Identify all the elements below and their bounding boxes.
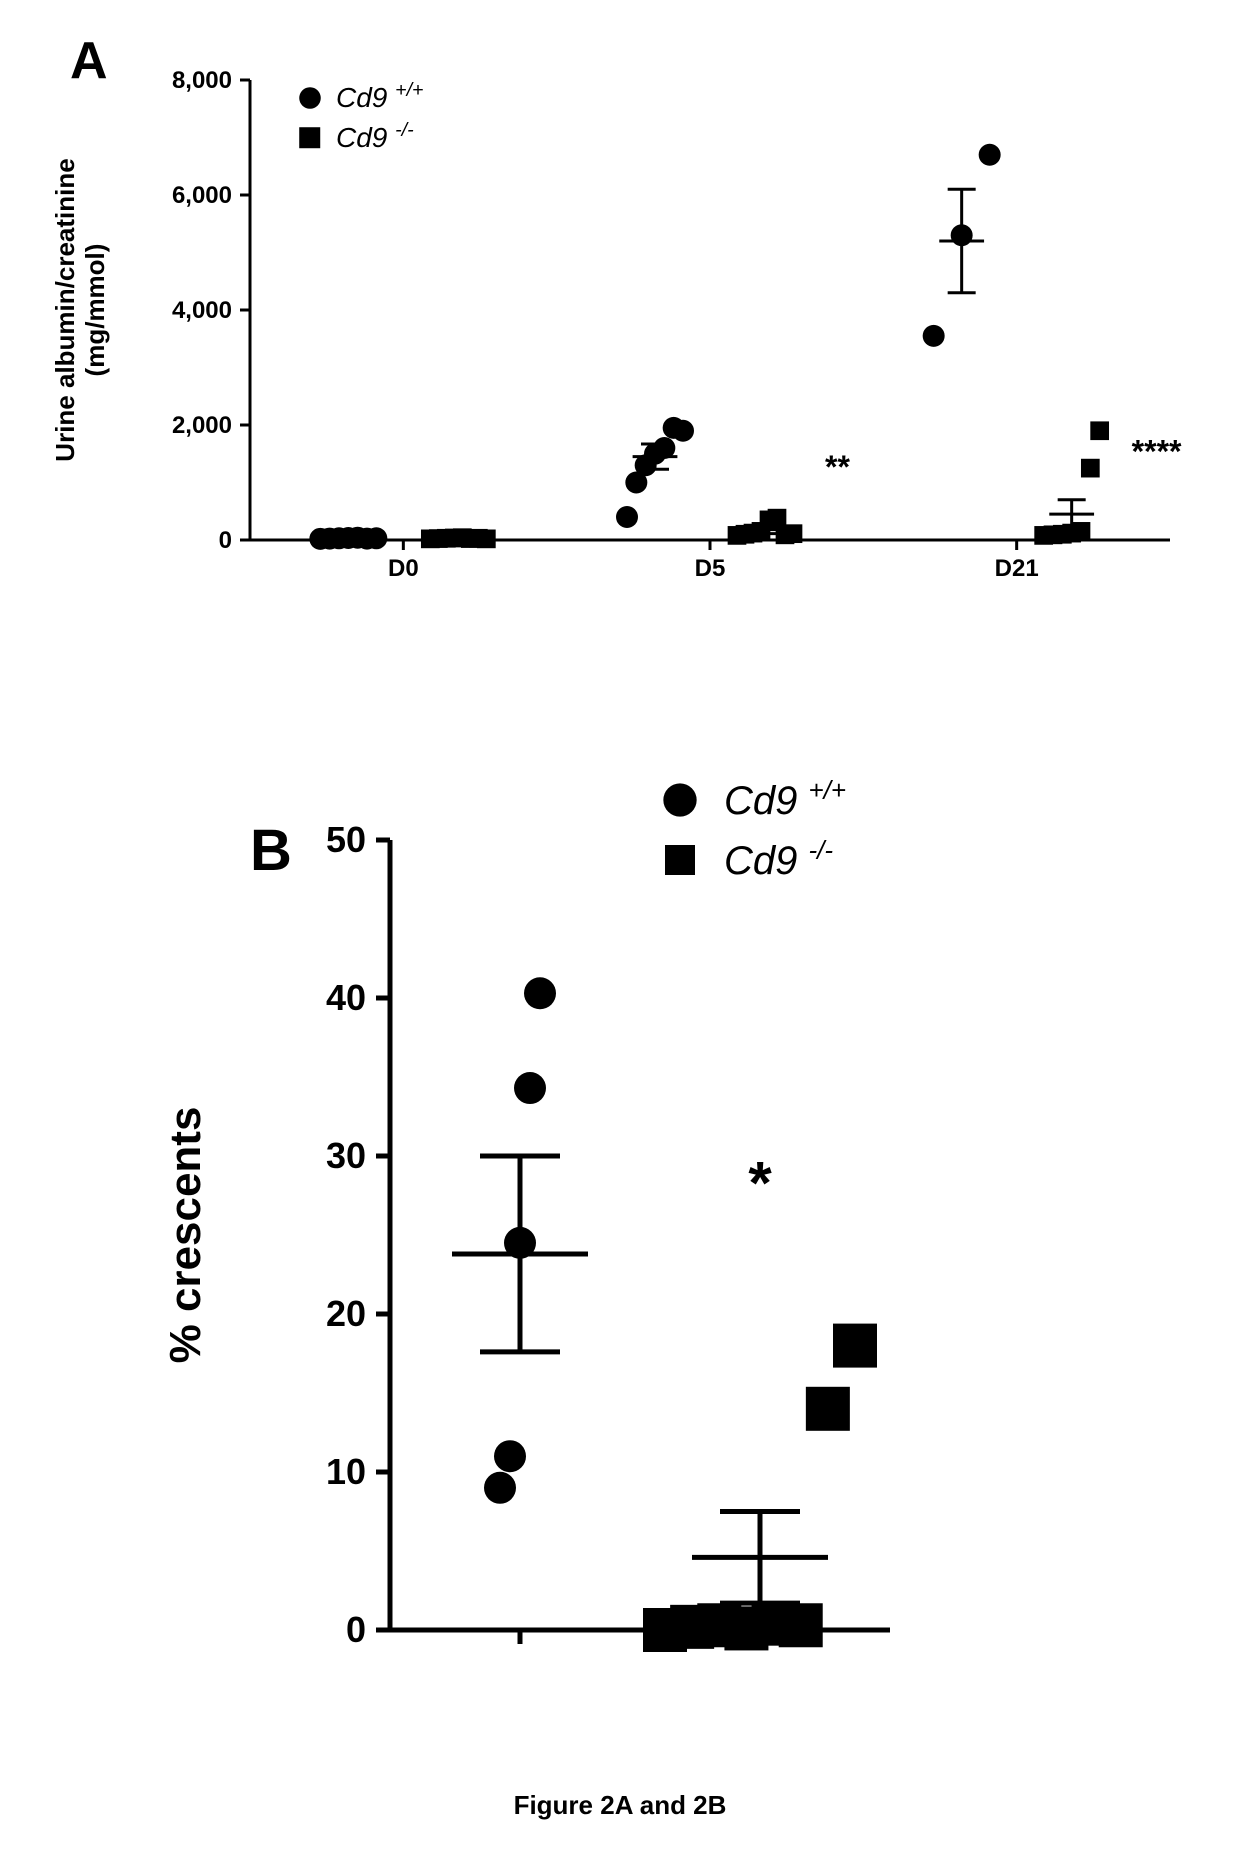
svg-text:Cd9 -/-: Cd9 -/- <box>724 835 833 883</box>
figure-page: 0 2,000 4,000 6,000 8,000 Urine albumin/creat… <box>0 0 1240 1875</box>
svg-text:50: 50 <box>326 819 366 860</box>
svg-text:20: 20 <box>326 1293 366 1334</box>
svg-text:4,000: 4,000 <box>172 297 232 324</box>
svg-text:D21: D21 <box>995 555 1039 582</box>
svg-text:2,000: 2,000 <box>172 412 232 439</box>
svg-text:30: 30 <box>326 1135 366 1176</box>
svg-text:Cd9 -/-: Cd9 -/- <box>336 119 414 153</box>
svg-text:Urine albumin/creatinine: Urine albumin/creatinine <box>50 158 80 461</box>
panel-a-chart: 0 2,000 4,000 6,000 8,000 Urine albumin/creat… <box>40 20 1200 660</box>
svg-text:10: 10 <box>326 1451 366 1492</box>
svg-text:*: * <box>748 1149 772 1216</box>
svg-text:****: **** <box>1132 433 1182 469</box>
svg-text:D0: D0 <box>388 555 419 582</box>
svg-text:6,000: 6,000 <box>172 182 232 209</box>
svg-text:A: A <box>70 32 108 90</box>
svg-text:40: 40 <box>326 977 366 1018</box>
svg-text:**: ** <box>825 449 850 485</box>
svg-text:B: B <box>250 818 292 883</box>
svg-text:8,000: 8,000 <box>172 67 232 94</box>
svg-text:Cd9 +/+: Cd9 +/+ <box>724 775 846 823</box>
figure-caption: Figure 2A and 2B <box>0 1790 1240 1821</box>
svg-text:% crescents: % crescents <box>161 1107 210 1364</box>
panel-b-chart: 0 10 20 30 40 50 % crescents B Cd9 +/+ Cd9 -/- * <box>120 760 1120 1720</box>
svg-text:D5: D5 <box>695 555 726 582</box>
svg-text:(mg/mmol): (mg/mmol) <box>80 244 110 377</box>
svg-text:0: 0 <box>219 527 232 554</box>
svg-text:Cd9 +/+: Cd9 +/+ <box>336 79 424 113</box>
svg-text:0: 0 <box>346 1609 366 1650</box>
